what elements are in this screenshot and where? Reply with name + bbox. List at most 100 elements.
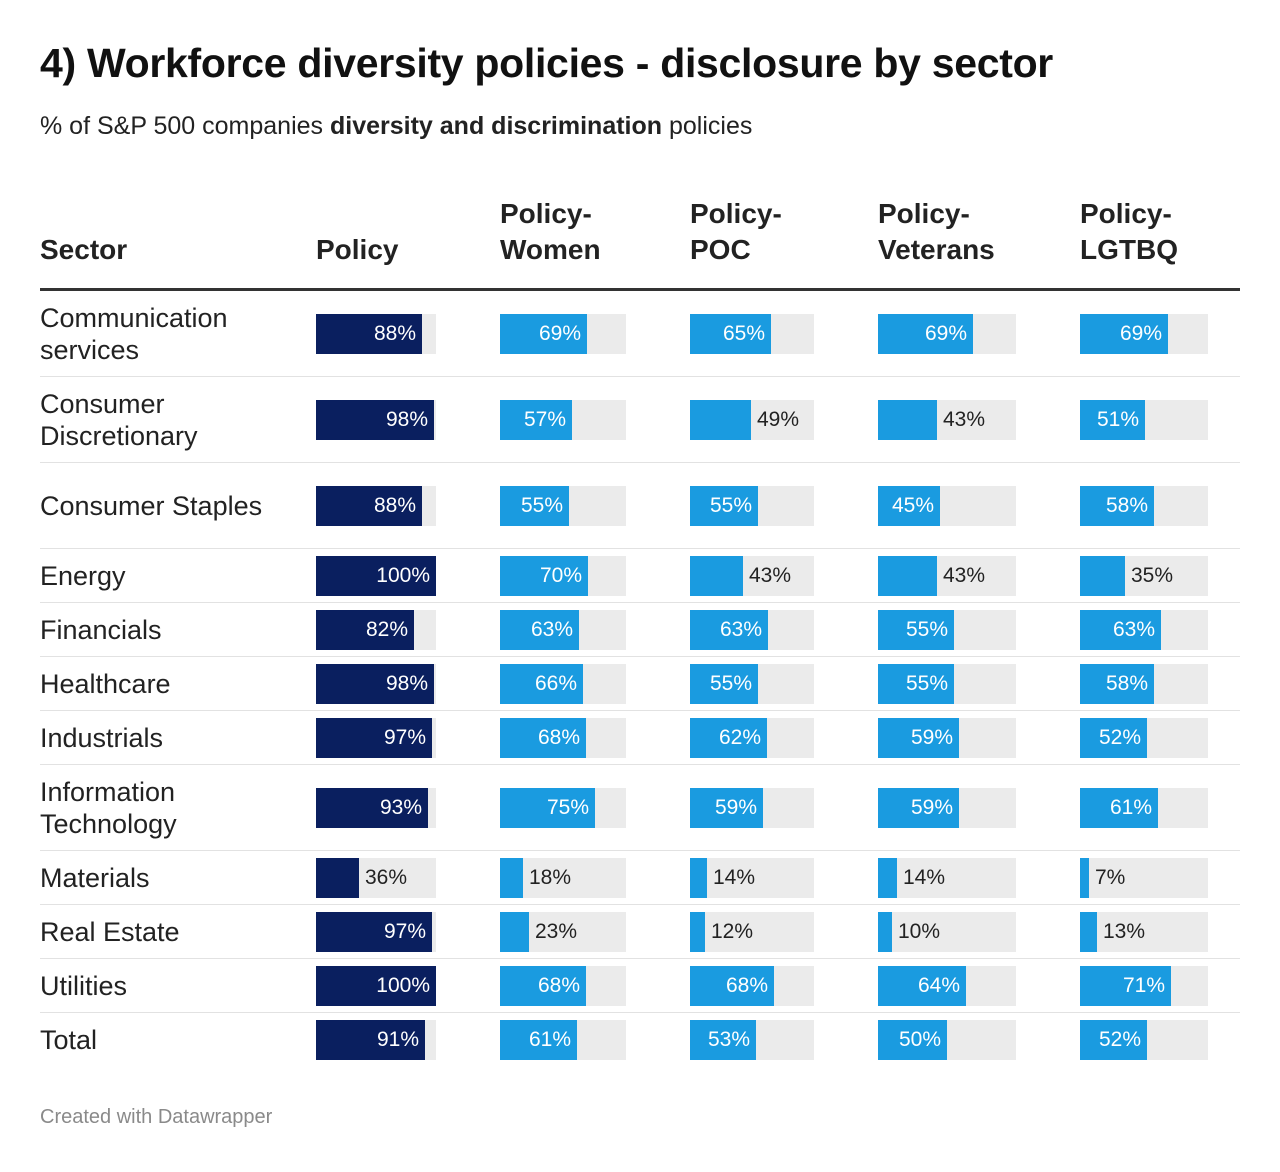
bar-lgtbq[interactable] [1080,399,1145,440]
bar-poc[interactable] [690,663,758,704]
bar-lgtbq[interactable] [1080,485,1154,526]
value-label: 69% [538,321,581,345]
value-label: 91% [376,1028,419,1051]
value-label: 98% [385,407,428,431]
bar-policy[interactable] [316,857,359,898]
bar-women[interactable] [500,485,569,526]
bar-veterans[interactable] [878,485,940,526]
bar-track-lgtbq: 61% [1080,787,1208,828]
bar-policy[interactable] [316,485,422,526]
bar-veterans[interactable] [878,965,966,1006]
bar-veterans[interactable] [878,663,954,704]
bar-lgtbq[interactable] [1080,787,1158,828]
header-women[interactable]: Policy- Women [500,198,601,265]
bar-policy[interactable] [316,911,432,952]
bar-veterans[interactable] [878,717,959,758]
bar-women[interactable] [500,555,588,596]
bar-poc[interactable] [690,485,758,526]
bar-veterans[interactable] [878,555,937,596]
bar-lgtbq[interactable] [1080,663,1154,704]
datawrapper-credit[interactable]: Created with Datawrapper [40,1106,273,1128]
table-row: Consumer Discretionary 98% 57% 49% 43% 51% [40,377,1240,463]
table-row: Energy 100% 70% 43% 43% 35% [40,549,1240,603]
table-row: Healthcare 98% 66% 55% 55% 58% [40,657,1240,711]
value-label: 18% [529,865,572,889]
bar-lgtbq[interactable] [1080,609,1161,650]
value-label: 97% [383,725,426,749]
header-policy[interactable]: Policy [316,234,399,265]
header-sector[interactable]: Sector [40,234,128,265]
bar-women[interactable] [500,911,529,952]
bar-policy[interactable] [316,965,436,1006]
value-label: 55% [709,671,752,695]
bar-policy[interactable] [316,717,432,758]
bar-veterans[interactable] [878,313,973,354]
value-label: 12% [711,919,754,943]
bar-policy[interactable] [316,313,422,354]
bar-track-poc: 62% [690,717,814,758]
bar-track-lgtbq: 7% [1080,857,1208,898]
bar-lgtbq[interactable] [1080,313,1168,354]
header-poc[interactable]: Policy- POC [690,198,782,265]
bar-lgtbq[interactable] [1080,965,1171,1006]
header-veterans[interactable]: Policy- Veterans [878,198,995,265]
bar-women[interactable] [500,609,579,650]
bar-veterans[interactable] [878,1020,947,1060]
bar-veterans[interactable] [878,787,959,828]
bar-track-policy: 82% [316,609,436,650]
bar-policy[interactable] [316,1020,425,1060]
value-label: 98% [385,671,428,695]
value-label: 55% [905,671,948,695]
bar-lgtbq[interactable] [1080,1020,1147,1060]
bar-poc[interactable] [690,313,771,354]
bar-veterans[interactable] [878,399,937,440]
bar-track-poc: 65% [690,313,814,354]
bar-policy[interactable] [316,555,436,596]
bar-policy[interactable] [316,399,434,440]
bar-lgtbq[interactable] [1080,717,1147,758]
bar-veterans[interactable] [878,911,892,952]
value-label: 62% [718,725,761,749]
bar-policy[interactable] [316,609,414,650]
bar-track-poc: 12% [690,911,814,952]
subtitle-prefix: % of S&P 500 companies [40,112,330,140]
bar-policy[interactable] [316,787,428,828]
bar-poc[interactable] [690,857,707,898]
bar-poc[interactable] [690,717,767,758]
bar-policy[interactable] [316,663,434,704]
value-label: 13% [1103,919,1146,943]
bar-track-women: 69% [500,313,626,354]
bar-track-women: 70% [500,555,626,596]
value-label: 68% [725,973,768,997]
header-lgtbq[interactable]: Policy- LGTBQ [1080,198,1178,265]
bar-poc[interactable] [690,787,763,828]
bar-women[interactable] [500,857,523,898]
bar-women[interactable] [500,399,572,440]
bar-poc[interactable] [690,555,743,596]
bar-poc[interactable] [690,609,768,650]
bar-poc[interactable] [690,399,751,440]
bar-lgtbq[interactable] [1080,857,1089,898]
value-label: 23% [535,919,578,943]
bar-women[interactable] [500,717,586,758]
chart-subtitle: % of S&P 500 companies diversity and dis… [40,112,752,141]
bar-veterans[interactable] [878,857,897,898]
bar-lgtbq[interactable] [1080,555,1125,596]
bar-women[interactable] [500,965,586,1006]
bar-poc[interactable] [690,1020,756,1060]
value-label: 63% [1112,617,1155,641]
bar-poc[interactable] [690,911,705,952]
bar-women[interactable] [500,787,595,828]
bar-women[interactable] [500,663,583,704]
bar-poc[interactable] [690,965,774,1006]
bar-track-poc: 55% [690,663,814,704]
bar-women[interactable] [500,1020,577,1060]
bar-women[interactable] [500,313,587,354]
bar-track-veterans: 43% [878,399,1016,440]
bar-track-lgtbq: 52% [1080,717,1208,758]
value-label: 63% [719,617,762,641]
bar-track-veterans: 59% [878,717,1016,758]
bar-veterans[interactable] [878,609,954,650]
bar-lgtbq[interactable] [1080,911,1097,952]
table-header: Sector Policy Policy- Women Policy- POC Polic… [40,190,1240,291]
